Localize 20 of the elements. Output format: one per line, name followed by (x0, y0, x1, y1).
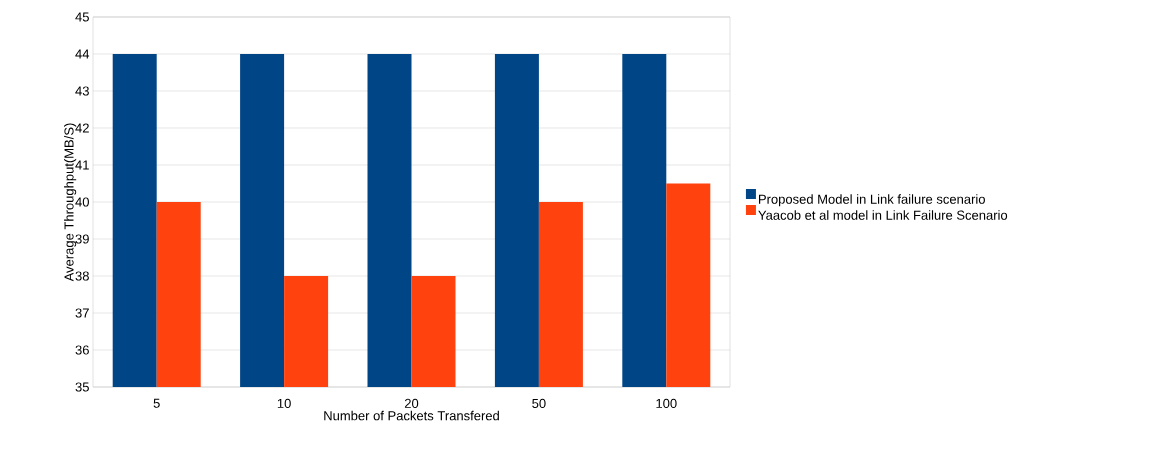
y-tick-label: 41 (75, 160, 89, 170)
y-axis-title: Average Throughput(MB/S) (64, 123, 77, 282)
y-tick-label: 39 (75, 234, 89, 244)
x-tick-label: 50 (532, 398, 546, 408)
legend-label: Yaacob et al model in Link Failure Scenario (758, 210, 1008, 220)
x-axis-title: Number of Packets Transfered (324, 410, 499, 421)
y-tick-label: 38 (75, 271, 89, 281)
y-tick-label: 42 (75, 123, 89, 133)
x-tick-label: 100 (656, 398, 677, 408)
y-tick-label: 36 (75, 345, 89, 355)
legend-label: Proposed Model in Link failure scenario (758, 194, 985, 207)
x-tick-label: 5 (153, 398, 160, 408)
y-tick-label: 35 (75, 382, 89, 392)
y-tick-label: 45 (75, 12, 89, 22)
y-tick-label: 37 (75, 308, 89, 318)
x-tick-label: 10 (277, 398, 291, 408)
y-tick-label: 40 (75, 197, 89, 207)
y-tick-label: 44 (75, 49, 90, 59)
x-tick-label: 20 (404, 398, 419, 408)
y-tick-label: 43 (75, 86, 89, 96)
